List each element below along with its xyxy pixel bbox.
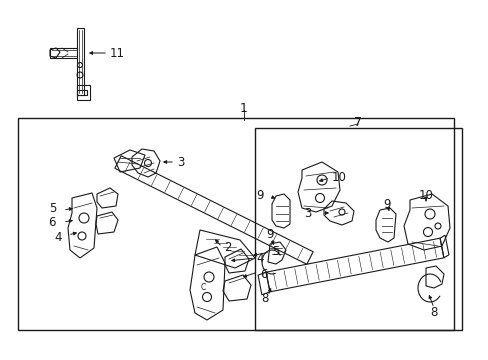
Text: 8: 8 <box>429 306 437 319</box>
Text: 6: 6 <box>260 267 267 280</box>
Text: 2: 2 <box>224 240 231 253</box>
Bar <box>254 128 461 330</box>
Text: 8: 8 <box>261 292 268 305</box>
Text: 10: 10 <box>331 171 346 184</box>
Text: 9: 9 <box>265 228 273 240</box>
Text: 1: 1 <box>240 102 247 114</box>
Text: C: C <box>200 283 205 292</box>
Text: 11: 11 <box>110 46 125 59</box>
Text: 10: 10 <box>418 189 432 202</box>
Text: 7: 7 <box>353 116 361 129</box>
Text: 4: 4 <box>256 252 263 265</box>
Text: 6: 6 <box>48 216 56 229</box>
Text: 3: 3 <box>304 207 311 220</box>
Text: 5: 5 <box>271 244 279 257</box>
Text: 3: 3 <box>177 156 184 168</box>
Bar <box>18 118 453 330</box>
Text: 9: 9 <box>383 198 390 211</box>
Text: 5: 5 <box>48 202 56 215</box>
Text: 4: 4 <box>54 230 62 243</box>
Text: 9: 9 <box>256 189 264 202</box>
